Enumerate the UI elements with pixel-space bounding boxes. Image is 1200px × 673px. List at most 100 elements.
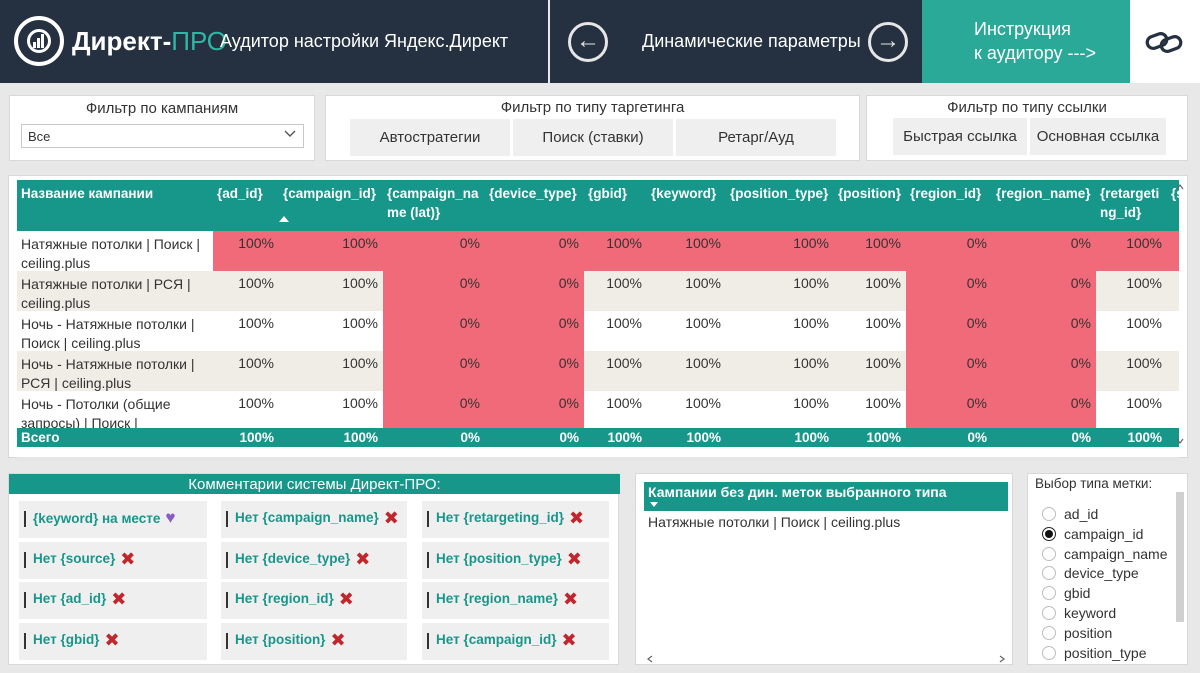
value-cell: 100% [342, 355, 378, 371]
total-value-cell: 100% [607, 430, 642, 445]
table-row[interactable]: Натяжные потолки | Поиск | ceiling.plus 1… [17, 231, 1179, 271]
radio-option-position-type[interactable]: position_type [1042, 643, 1147, 663]
comment-text: Нет {position_type} [436, 551, 562, 566]
radio-option-keyword[interactable]: keyword [1042, 603, 1116, 623]
value-cell: 100% [793, 315, 829, 331]
table-row[interactable]: Натяжные потолки | РСЯ | ceiling.plus 100… [17, 271, 1179, 311]
next-page-button[interactable]: → [868, 22, 908, 62]
sort-ascending-icon[interactable] [279, 216, 289, 222]
red-cross-icon: ✖ [562, 589, 579, 609]
column-header[interactable]: Название кампании [21, 186, 154, 201]
value-cell: 0% [992, 311, 1096, 351]
header-brand-area: Директ-ПРО Аудитор настройки Яндекс.Дире… [0, 0, 548, 83]
value-cell: 100% [279, 231, 383, 271]
targeting-retarget-button[interactable]: Ретарг/Ауд [676, 119, 836, 156]
value-cell: 100% [685, 275, 721, 291]
campaigns-without-labels-header[interactable]: Кампании без дин. меток выбранного типа [644, 482, 1008, 511]
table-header: Название кампании {ad_id} {campaign_id} {ca… [17, 180, 1179, 231]
label-type-scrollbar[interactable] [1176, 492, 1184, 622]
table-row[interactable]: Ночь - Натяжные потолки | Поиск | ceilin… [17, 311, 1179, 351]
value-cell: 100% [238, 275, 274, 291]
column-header[interactable]: {so [1171, 186, 1179, 201]
radio-label: position [1064, 624, 1113, 641]
radio-option-campaign-id[interactable]: campaign_id [1042, 524, 1143, 544]
params-table-panel: Название кампании {ad_id} {campaign_id} {ca… [8, 175, 1188, 461]
value-cell: 100% [606, 275, 642, 291]
radio-option-campaign-name[interactable]: campaign_name [1042, 544, 1168, 564]
red-cross-icon: ✖ [111, 589, 127, 609]
radio-unchecked-icon [1042, 507, 1056, 521]
list-item[interactable]: Натяжные потолки | Поиск | ceiling.plus [648, 514, 901, 530]
value-cell: 100% [1126, 315, 1162, 331]
value-cell: 100% [342, 315, 378, 331]
table-horizontal-scrollbar[interactable] [17, 449, 1179, 461]
column-header[interactable]: {ad_id} [217, 186, 263, 201]
campaign-filter-dropdown[interactable]: Все [21, 124, 304, 148]
radio-option-region-id[interactable]: region_id [1042, 662, 1122, 664]
comment-item: Нет {region_id} ✖ [221, 582, 407, 619]
value-cell: 0% [906, 391, 992, 428]
link-button[interactable] [1130, 0, 1200, 83]
radio-unchecked-icon [1042, 606, 1056, 620]
value-cell: 100% [793, 395, 829, 411]
value-cell: 0% [906, 311, 992, 351]
value-cell: 100% [1126, 355, 1162, 371]
campaign-name-cell: Ночь - Потолки (общие запросы) | Поиск | [21, 396, 171, 428]
column-header[interactable]: {region_id} [910, 186, 982, 201]
app-subtitle: Аудитор настройки Яндекс.Директ [220, 31, 509, 51]
column-header[interactable]: {position_type} [730, 186, 829, 201]
comment-text: Нет {region_name} [436, 591, 558, 606]
comment-item: Нет {gbid} ✖ [19, 623, 207, 660]
brand-name: Директ-ПРО [72, 26, 227, 56]
radio-option-device-type[interactable]: device_type [1042, 563, 1139, 583]
radio-unchecked-icon [1042, 546, 1056, 561]
comment-text: {keyword} на месте [33, 511, 161, 526]
value-cell: 0% [906, 351, 992, 391]
comment-text: Нет {device_type} [235, 551, 351, 566]
radio-option-ad-id[interactable]: ad_id [1042, 504, 1098, 524]
targeting-filter-panel: Фильтр по типу таргетинга Автостратегии … [325, 95, 860, 161]
radio-option-position[interactable]: position [1042, 623, 1112, 643]
column-header[interactable]: {keyword} [651, 186, 717, 201]
value-cell: 0% [485, 391, 584, 428]
link-type-filter-panel: Фильтр по типу ссылки Быстрая ссылка Осн… [866, 95, 1188, 161]
value-cell: 0% [485, 231, 584, 271]
targeting-search-button[interactable]: Поиск (ставки) [513, 119, 673, 156]
value-cell: 100% [685, 315, 721, 331]
column-header[interactable]: {retargeti ng_id} [1100, 186, 1160, 220]
targeting-autostrategies-button[interactable]: Автостратегии [350, 119, 510, 156]
campaigns-horizontal-scrollbar[interactable] [644, 651, 1008, 663]
prev-page-button[interactable]: ← [568, 22, 608, 62]
value-cell: 0% [383, 311, 485, 351]
column-header[interactable]: {device_type} [489, 186, 577, 201]
column-header[interactable]: {region_name} [996, 186, 1091, 201]
table-row[interactable]: Ночь - Натяжные потолки | РСЯ | ceiling.… [17, 351, 1179, 391]
header: Директ-ПРО Аудитор настройки Яндекс.Дире… [0, 0, 1200, 83]
instruction-button[interactable]: Инструкция к аудитору ---> [922, 0, 1130, 83]
column-header[interactable]: {gbid} [588, 186, 627, 201]
quick-link-button[interactable]: Быстрая ссылка [893, 118, 1027, 155]
instruction-line-1: Инструкция [974, 19, 1071, 39]
red-cross-icon: ✖ [561, 630, 577, 650]
red-cross-icon: ✖ [355, 549, 371, 569]
column-header[interactable]: {campaign_na me (lat)} [387, 186, 479, 220]
radio-unchecked-icon [1042, 566, 1056, 581]
comment-text: Нет {campaign_id} [436, 632, 557, 647]
column-header[interactable]: {campaign_id} [283, 186, 377, 201]
comment-item: Нет {source} ✖ [19, 542, 207, 579]
red-cross-icon: ✖ [566, 549, 582, 569]
table-row[interactable]: Ночь - Потолки (общие запросы) | Поиск |… [17, 391, 1179, 428]
logo-icon [14, 16, 64, 66]
comment-text: Нет {source} [33, 551, 116, 566]
value-cell: 0% [906, 231, 992, 271]
comment-text: Нет {region_id} [235, 591, 334, 606]
column-header[interactable]: {position} [838, 186, 901, 201]
campaign-name-cell: Натяжные потолки | РСЯ | ceiling.plus [21, 276, 191, 311]
radio-option-gbid[interactable]: gbid [1042, 583, 1090, 603]
comment-item: Нет {retargeting_id} ✖ [422, 501, 609, 538]
main-link-button[interactable]: Основная ссылка [1030, 118, 1166, 155]
arrow-right-icon: → [876, 27, 900, 54]
chain-link-icon [1145, 32, 1183, 53]
red-cross-icon: ✖ [383, 508, 399, 528]
table-vertical-scrollbar[interactable] [1175, 180, 1185, 448]
